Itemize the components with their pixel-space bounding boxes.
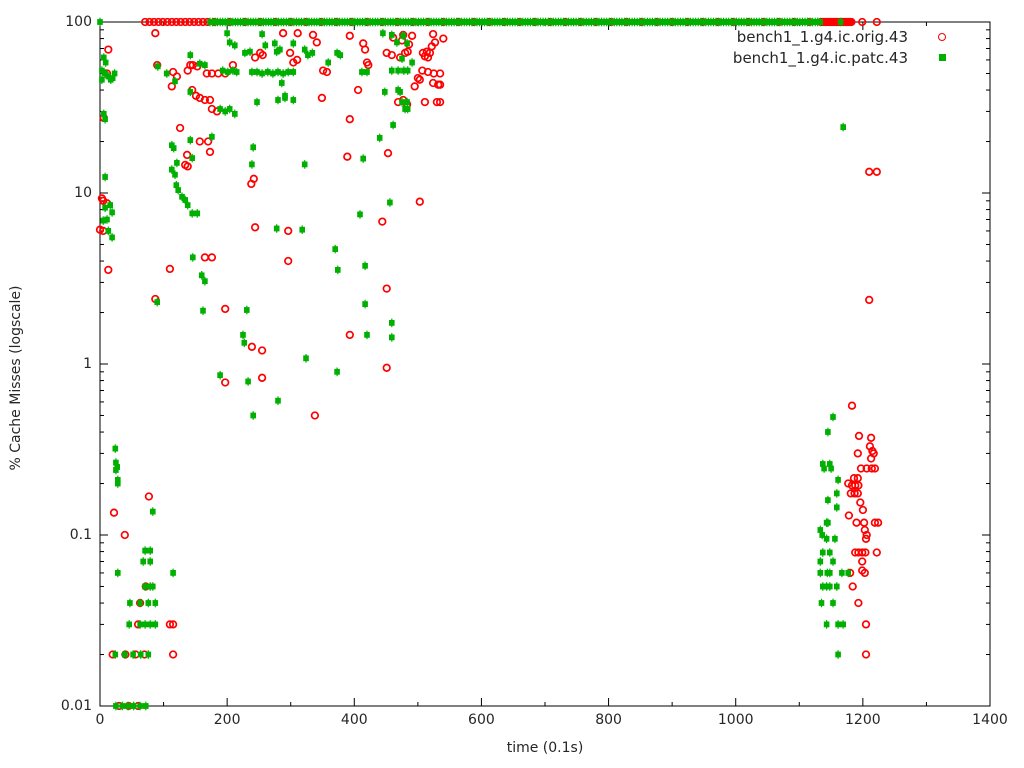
x-tick-label: 200 [213, 712, 241, 728]
x-tick-label: 800 [595, 712, 622, 728]
x-tick-label: 1200 [845, 712, 881, 728]
x-tick-label: 400 [340, 712, 368, 728]
y-tick-label: 0.01 [60, 698, 92, 714]
y-tick-label: 100 [65, 14, 92, 30]
x-tick-label: 0 [95, 712, 105, 728]
x-tick-label: 600 [468, 712, 495, 728]
open-circle-marker-icon [938, 33, 946, 41]
x-axis-title: time (0.1s) [506, 740, 584, 756]
legend-label-patc: bench1_1.g4.ic.patc.43 [732, 49, 908, 67]
y-tick-label: 1 [83, 356, 92, 372]
y-axis-title: % Cache Misses (logscale) [8, 285, 24, 471]
y-tick-label: 0.1 [69, 527, 92, 543]
legend-label-orig: bench1_1.g4.ic.orig.43 [736, 28, 908, 46]
x-tick-label: 1400 [972, 712, 1008, 728]
filled-square-marker-icon [939, 54, 946, 61]
x-tick-label: 1000 [717, 712, 754, 728]
series-orig-points [95, 17, 883, 711]
series-patc-points [97, 17, 851, 711]
y-tick-label: 10 [74, 185, 92, 201]
